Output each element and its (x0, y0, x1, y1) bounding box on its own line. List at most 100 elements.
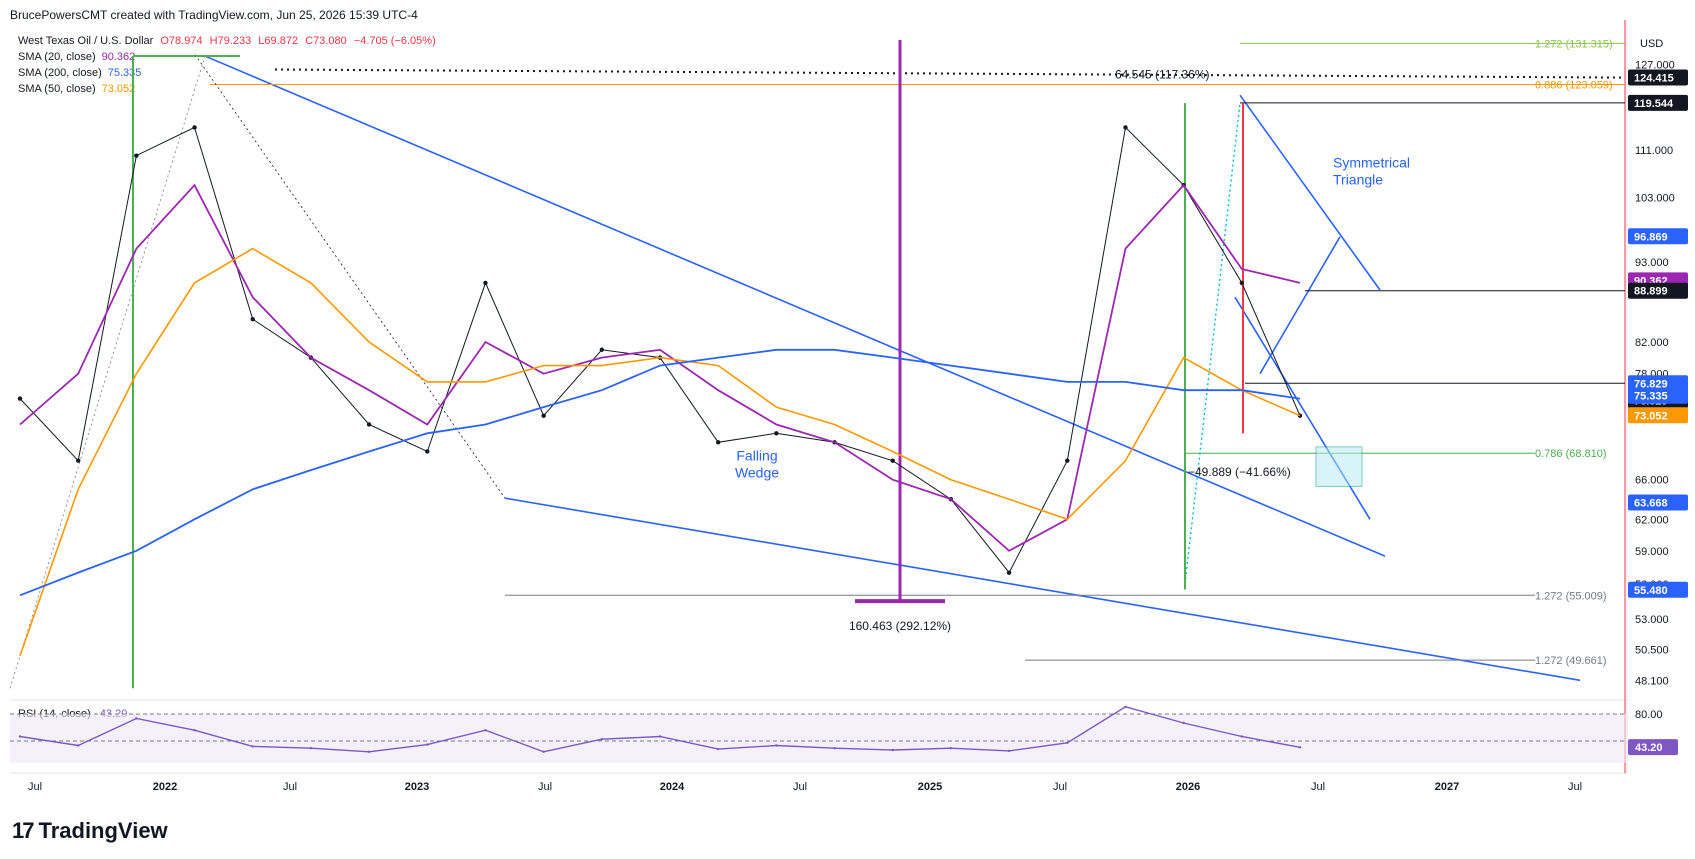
price-point (192, 125, 197, 130)
time-tick: Jul (793, 781, 807, 793)
time-tick: Jul (283, 781, 297, 793)
price-badge-text: 119.544 (1634, 98, 1674, 110)
time-tick: Jul (28, 781, 42, 793)
credit-line: BrucePowersCMT created with TradingView.… (10, 8, 418, 22)
rsi-badge (1628, 739, 1678, 756)
time-tick: 2024 (660, 781, 685, 793)
price-tick: 103.000 (1635, 192, 1675, 204)
time-tick: Jul (1568, 781, 1582, 793)
rsi-point (251, 745, 254, 748)
price-badge-text: 63.668 (1634, 497, 1668, 509)
fib-1272-a-label: 1.272 (55.009) (1535, 590, 1607, 602)
rsi-point (1124, 705, 1127, 708)
price-tick: 66.000 (1635, 475, 1669, 487)
measure-big-label: 160.463 (292.12%) (849, 619, 951, 633)
price-badge (1628, 387, 1688, 404)
rsi-point (891, 748, 894, 752)
indicator-value: 90.362 (101, 51, 136, 63)
series-line-2 (19, 247, 1301, 657)
price-axis: 127.000111.000103.00093.00082.00078.0006… (1628, 59, 1688, 756)
price-badge (1628, 94, 1688, 111)
ohlc-close: C73.080 (305, 35, 347, 47)
time-tick: Jul (1311, 781, 1325, 793)
triangle-label: Symmetrical (1333, 154, 1410, 170)
fib-1272-b-label: 1.272 (49.661) (1535, 655, 1607, 667)
ohlc-high: H79.233 (209, 35, 252, 47)
price-badge-text: 75.335 (1634, 391, 1668, 403)
price-badge-text: 88.899 (1634, 286, 1668, 298)
price-badge (1628, 581, 1688, 598)
rsi-point (542, 750, 545, 753)
rsi-point (18, 735, 22, 738)
ohlc-low: L69.872 (258, 35, 299, 47)
price-point (541, 413, 546, 418)
price-tick: 62.000 (1635, 514, 1669, 526)
rsi-point (716, 747, 720, 751)
series-layer (17, 125, 1303, 657)
annotations: 1.272 (131.315) 0.886 (123.059) 64.545 (11… (735, 38, 1613, 667)
price-point (774, 431, 779, 436)
rsi-point (949, 747, 953, 750)
ohlc-open: O78.974 (160, 35, 203, 47)
dotted-cyan-line (1184, 103, 1241, 584)
dotted-up-line (9, 55, 206, 689)
dotted-diag-line (194, 54, 506, 499)
price-point (134, 153, 139, 158)
ohlc-line: West Texas Oil / U.S. Dollar O78.974 H79… (18, 35, 440, 47)
time-tick: 2022 (153, 781, 177, 793)
rsi-point (1182, 721, 1185, 725)
price-point (1123, 125, 1128, 130)
price-point (890, 458, 895, 463)
rsi-point (193, 729, 196, 732)
price-tick: 50.500 (1635, 644, 1669, 656)
rsi-tick: 80.00 (1635, 709, 1663, 721)
fib-top-label: 1.272 (131.315) (1535, 38, 1613, 50)
price-badge-text: 124.415 (1634, 73, 1674, 85)
time-tick: Jul (1053, 781, 1067, 793)
brand-name: TradingView (38, 818, 168, 843)
rsi-point (367, 750, 371, 753)
rsi-point (1240, 735, 1244, 738)
indicator-label: SMA (50, close) (18, 83, 96, 95)
fib-786-label: 0.786 (68.810) (1535, 448, 1607, 460)
price-badge (1628, 282, 1688, 299)
price-badge (1628, 69, 1688, 86)
rsi-point (833, 747, 836, 750)
falling-wedge-label-2: Wedge (735, 465, 779, 481)
price-point (425, 449, 430, 454)
rsi-point (426, 743, 429, 746)
tradingview-logo-icon: 17 (12, 818, 35, 843)
time-tick: 2027 (1435, 781, 1459, 793)
wedge-lower-line (504, 497, 1581, 682)
rsi-point (484, 729, 487, 732)
price-point (250, 316, 255, 322)
price-tick: 127.000 (1635, 59, 1675, 71)
price-tick: 53.000 (1635, 614, 1669, 626)
price-badge (1628, 407, 1688, 424)
series-line-3 (19, 348, 1301, 597)
measure-drop-label: −49.889 (−41.66%) (1188, 465, 1291, 479)
price-point (1006, 570, 1012, 575)
dotted-high-line (274, 68, 1626, 79)
ohlc-change: −4.705 (−6.05%) (353, 35, 436, 47)
wedge-upper-line (204, 55, 1386, 557)
price-badge-text: 73.052 (1634, 410, 1668, 422)
price-point (366, 422, 372, 427)
measure-top-label: 64.545 (117.36%) (1115, 68, 1210, 82)
indicator-sma20[interactable]: SMA (20, close) 90.362 (18, 50, 135, 64)
indicator-label: SMA (20, close) (18, 51, 96, 63)
symbol-name[interactable]: West Texas Oil / U.S. Dollar (18, 35, 154, 47)
price-point (715, 440, 721, 445)
price-badge (1628, 375, 1688, 392)
price-point (483, 280, 488, 286)
tradingview-logo[interactable]: 17 TradingView (12, 818, 168, 844)
currency-label[interactable]: USD (1640, 38, 1664, 50)
fib-886-label: 0.886 (123.059) (1535, 79, 1613, 91)
rsi-point (775, 744, 778, 747)
indicator-sma50[interactable]: SMA (50, close) 73.052 (18, 82, 135, 96)
rsi-point (135, 717, 138, 720)
price-point (1239, 280, 1245, 286)
indicator-value: 73.052 (101, 83, 136, 95)
price-point (1065, 458, 1070, 463)
